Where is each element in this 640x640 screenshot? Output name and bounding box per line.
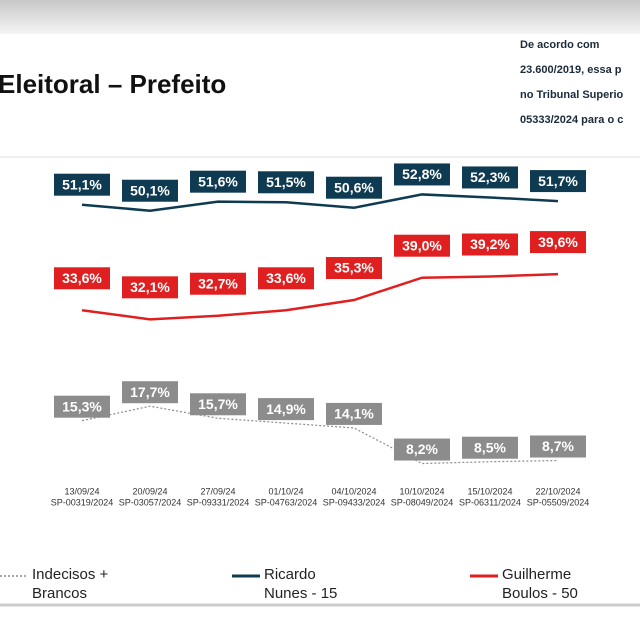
value-label-box xyxy=(462,436,518,459)
series-line xyxy=(81,193,559,212)
value-label: 32,7% xyxy=(198,275,238,291)
value-label: 52,8% xyxy=(402,166,442,182)
value-label: 15,7% xyxy=(198,396,238,412)
x-tick-sublabel: SP-03057/2024 xyxy=(119,497,182,507)
x-tick-label: 15/10/2024 xyxy=(467,486,512,496)
value-label: 33,6% xyxy=(266,270,306,286)
x-tick-label: 04/10/2024 xyxy=(331,486,376,496)
value-label: 8,5% xyxy=(474,439,506,455)
x-tick-label: 20/09/24 xyxy=(132,486,167,496)
value-label-box xyxy=(190,393,246,416)
note-line: 23.600/2019, essa p xyxy=(520,64,622,76)
value-label: 33,6% xyxy=(62,270,102,286)
series-line xyxy=(81,405,559,465)
value-label: 51,7% xyxy=(538,173,578,189)
value-label-box xyxy=(530,435,586,458)
value-label-box xyxy=(122,276,178,299)
value-label-box xyxy=(258,398,314,421)
legend-label: Ricardo Nunes - 15 xyxy=(264,566,338,602)
x-tick-sublabel: SP-09433/2024 xyxy=(323,497,386,507)
value-label-box xyxy=(394,438,450,461)
value-label-box xyxy=(462,166,518,189)
value-label-box xyxy=(258,267,314,290)
value-label: 52,3% xyxy=(470,169,510,185)
value-label-box xyxy=(326,257,382,280)
value-label-box xyxy=(530,170,586,193)
value-label: 39,2% xyxy=(470,236,510,252)
value-label-box xyxy=(326,176,382,199)
value-label-box xyxy=(190,272,246,295)
value-label-box xyxy=(394,234,450,257)
chart-title: Eleitoral – Prefeito xyxy=(0,69,226,99)
note-line: no Tribunal Superio xyxy=(520,89,624,101)
value-label: 14,9% xyxy=(266,401,306,417)
value-label-box xyxy=(462,233,518,256)
value-label-box xyxy=(394,163,450,186)
value-label: 50,1% xyxy=(130,182,170,198)
blurred-header xyxy=(0,0,640,34)
value-label: 50,6% xyxy=(334,179,374,195)
value-label: 51,1% xyxy=(62,176,102,192)
x-tick-sublabel: SP-00319/2024 xyxy=(51,497,114,507)
value-label: 39,6% xyxy=(538,234,578,250)
value-label: 32,1% xyxy=(130,279,170,295)
x-tick-sublabel: SP-05509/2024 xyxy=(527,497,590,507)
value-label: 51,5% xyxy=(266,174,306,190)
value-label: 8,7% xyxy=(542,438,574,454)
x-tick-sublabel: SP-08049/2024 xyxy=(391,497,454,507)
x-tick-label: 13/09/24 xyxy=(64,486,99,496)
legend-label: Indecisos + Brancos xyxy=(32,566,109,602)
x-tick-label: 10/10/2024 xyxy=(399,486,444,496)
value-label-box xyxy=(326,402,382,425)
value-label: 35,3% xyxy=(334,260,374,276)
value-label-box xyxy=(54,395,110,418)
value-label-box xyxy=(122,179,178,202)
x-tick-sublabel: SP-06311/2024 xyxy=(459,497,521,507)
value-label: 8,2% xyxy=(406,441,438,457)
value-label: 39,0% xyxy=(402,237,442,253)
x-tick-label: 22/10/2024 xyxy=(535,486,580,496)
value-label-box xyxy=(122,381,178,404)
value-label-box xyxy=(530,231,586,254)
series-line xyxy=(81,272,559,321)
value-label: 17,7% xyxy=(130,384,170,400)
note-line: 05333/2024 para o c xyxy=(520,114,623,126)
value-label: 51,6% xyxy=(198,173,238,189)
note-line: De acordo com xyxy=(520,39,600,51)
value-label: 15,3% xyxy=(62,398,102,414)
value-label: 14,1% xyxy=(334,406,374,422)
x-tick-sublabel: SP-09331/2024 xyxy=(187,497,250,507)
legend-label: Guilherme Boulos - 50 xyxy=(502,566,578,602)
x-tick-sublabel: SP-04763/2024 xyxy=(255,497,318,507)
value-label-box xyxy=(190,170,246,193)
x-tick-label: 01/10/24 xyxy=(268,486,303,496)
x-tick-label: 27/09/24 xyxy=(200,486,235,496)
value-label-box xyxy=(54,267,110,290)
value-label-box xyxy=(258,171,314,194)
value-label-box xyxy=(54,173,110,196)
